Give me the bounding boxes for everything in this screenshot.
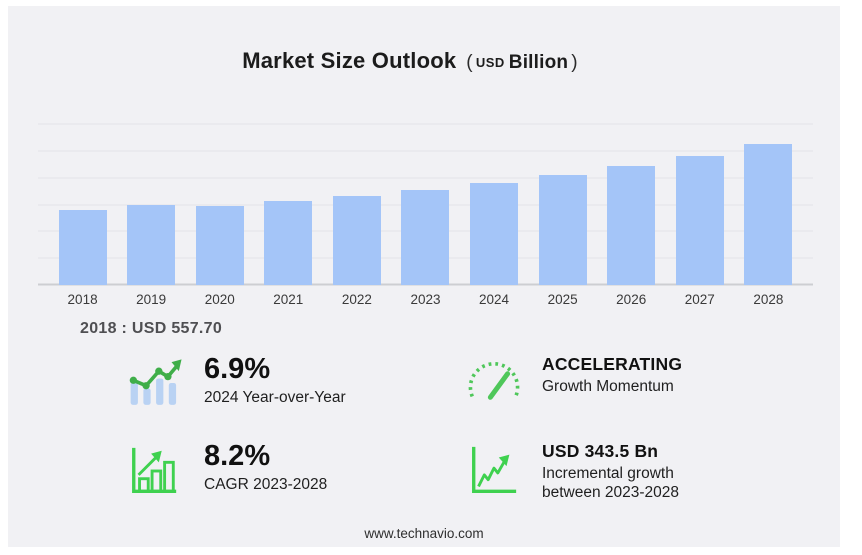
stat-label-momentum: Growth Momentum [542,378,674,395]
footer-url: www.technavio.com [364,526,484,541]
line-growth-icon [465,444,529,498]
gridline [38,150,813,152]
x-axis-label-2023: 2023 [410,292,441,307]
bar-2027[interactable] [675,155,724,285]
stat-yoy-growth: 6.9% 2024 Year-over-Year [127,353,465,409]
x-axis-labels: 2018 2019 2020 2021 2022 2023 2024 2025 2026 2027… [38,292,813,307]
x-axis-label-2018: 2018 [67,292,98,307]
bar-2028[interactable] [744,143,793,285]
stat-value-cagr: 8.2% [204,440,271,472]
stat-incremental-growth: USD 343.5 Bn Incremental growth between … [465,441,840,503]
bar-2020[interactable] [195,206,244,285]
title-currency: USD [475,55,505,70]
bar-2025[interactable] [538,175,587,285]
bar-2024[interactable] [470,183,519,285]
x-axis-label-2022: 2022 [341,292,372,307]
bar-2022[interactable] [332,196,381,285]
stat-cagr: 8.2% CAGR 2023-2028 [127,440,465,503]
chart-title-text: Market Size Outlook [242,48,457,73]
bar-2026[interactable] [607,166,656,285]
x-axis-label-2024: 2024 [479,292,510,307]
bar-2019[interactable] [127,205,176,285]
stat-label-incremental-line2: between 2023-2028 [542,484,680,502]
chart-tooltip-2018: 2018 : USD 557.70 [80,320,223,337]
stat-value-momentum: ACCELERATING [542,354,683,374]
gridline [38,123,813,125]
stat-value-incremental: USD 343.5 Bn [542,441,659,461]
stat-momentum: ACCELERATING Growth Momentum [465,354,840,409]
stat-label-cagr: CAGR 2023-2028 [204,475,328,493]
infographic-panel: Market Size Outlook (USD Billion) 2018 2019… [8,6,840,547]
title-paren-open: ( [466,52,473,73]
stats-grid: 6.9% 2024 Year-over-Year ACCELERATING Gr… [8,353,840,503]
title-unit: Billion [508,52,569,73]
bar-2023[interactable] [401,189,450,285]
chart-title: Market Size Outlook (USD Billion) [0,6,826,74]
x-axis-label-2026: 2026 [616,292,647,307]
stat-label-incremental-line1: Incremental growth [542,465,674,482]
stat-label-yoy: 2024 Year-over-Year [204,388,346,406]
x-axis-label-2019: 2019 [136,292,167,307]
x-axis-label-2020: 2020 [204,292,235,307]
bar-2018[interactable] [58,210,107,285]
bar-growth-icon [127,444,191,498]
stat-value-yoy: 6.9% [204,353,271,385]
gridline [38,177,813,179]
x-axis-label-2025: 2025 [547,292,578,307]
chart-bars [38,124,813,285]
gauge-icon [465,357,529,405]
x-axis-label-2027: 2027 [684,292,715,307]
x-axis-label-2021: 2021 [273,292,304,307]
x-axis-label-2028: 2028 [753,292,784,307]
bar-chart: 2018 2019 2020 2021 2022 2023 2024 2025 2026 2027… [38,123,813,307]
chart-plot-area [38,123,813,286]
title-paren-close: ) [571,52,578,73]
bar-2021[interactable] [264,201,313,285]
bar-trend-icon [127,357,191,409]
